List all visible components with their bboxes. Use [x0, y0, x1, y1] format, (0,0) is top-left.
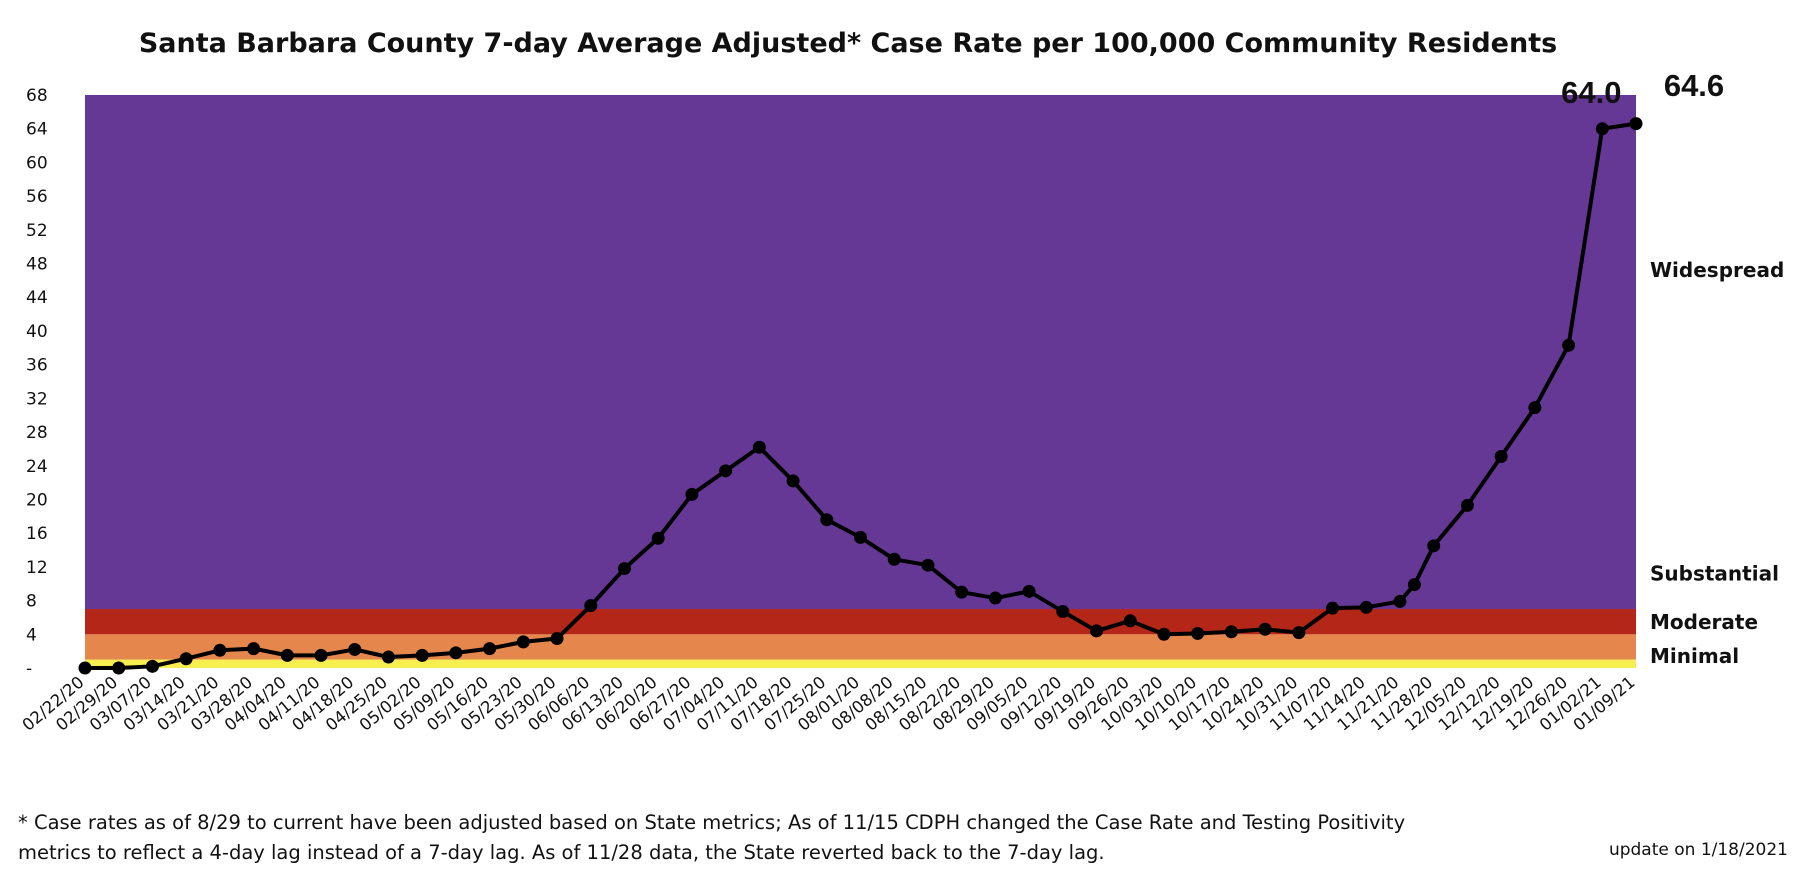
data-point — [584, 599, 598, 613]
data-point — [786, 474, 800, 488]
data-point — [1191, 626, 1205, 640]
tier-label-minimal: Minimal — [1650, 644, 1739, 668]
data-point — [449, 646, 463, 660]
data-point — [1494, 449, 1508, 463]
data-point — [1157, 627, 1171, 641]
value-annotation: 64.0 — [1561, 75, 1621, 110]
y-tick-label: 44 — [26, 288, 48, 308]
y-tick-label: 24 — [26, 457, 48, 477]
data-point — [988, 591, 1002, 605]
data-point — [854, 530, 867, 544]
data-point — [415, 648, 429, 662]
data-point — [1258, 622, 1272, 636]
data-point — [1427, 539, 1441, 553]
data-point — [1407, 578, 1421, 592]
data-point — [516, 635, 530, 649]
update-note: update on 1/18/2021 — [1608, 840, 1788, 860]
data-point — [1629, 117, 1643, 131]
data-point — [1393, 594, 1407, 608]
y-tick-label: 28 — [26, 423, 48, 443]
data-point — [719, 464, 733, 478]
value-annotation: 64.6 — [1664, 68, 1724, 103]
data-point — [617, 562, 631, 576]
data-point — [820, 513, 834, 527]
y-tick-label: 52 — [26, 221, 48, 241]
data-point — [1595, 122, 1609, 136]
data-point — [213, 643, 227, 657]
tier-label-widespread: Widespread — [1650, 258, 1784, 282]
data-point — [1090, 624, 1104, 638]
data-point — [1528, 401, 1542, 415]
y-tick-label: 60 — [26, 153, 48, 173]
tier-band-moderate — [85, 634, 1636, 660]
tier-label-moderate: Moderate — [1650, 610, 1758, 634]
tier-label-substantial: Substantial — [1650, 561, 1779, 585]
data-point — [887, 552, 901, 566]
data-point — [1326, 601, 1340, 615]
data-point — [483, 642, 497, 656]
data-point — [1292, 626, 1306, 640]
data-point — [685, 487, 699, 501]
y-tick-label: 12 — [26, 558, 48, 578]
y-tick-label: 16 — [26, 524, 48, 544]
data-point — [179, 652, 193, 666]
data-point — [1022, 584, 1036, 598]
data-point — [1123, 614, 1137, 628]
y-tick-label: 20 — [26, 490, 48, 510]
data-point — [145, 659, 159, 673]
data-point — [78, 661, 92, 675]
data-point — [1460, 498, 1474, 512]
y-tick-label: 8 — [26, 592, 37, 612]
data-point — [752, 440, 766, 454]
y-tick-label: 68 — [26, 86, 48, 106]
data-point — [1562, 338, 1576, 352]
data-point — [550, 632, 564, 646]
y-tick-label: 40 — [26, 322, 48, 342]
data-point — [921, 558, 935, 572]
tier-band-substantial — [85, 609, 1636, 635]
tier-band-widespread — [85, 95, 1636, 610]
footnote-line-1: * Case rates as of 8/29 to current have … — [18, 811, 1406, 834]
data-point — [1224, 625, 1238, 639]
tier-band-minimal — [85, 659, 1636, 668]
data-point — [247, 642, 261, 656]
data-point — [651, 531, 665, 545]
y-tick-label: 36 — [26, 356, 48, 376]
data-point — [314, 648, 328, 662]
data-point — [1056, 605, 1070, 619]
y-tick-label: 4 — [26, 625, 37, 645]
y-tick-label: - — [26, 659, 32, 679]
data-point — [381, 650, 395, 664]
footnote: * Case rates as of 8/29 to current have … — [18, 808, 1598, 868]
y-tick-label: 64 — [26, 120, 48, 140]
data-point — [1359, 600, 1373, 614]
data-point — [112, 661, 126, 675]
y-tick-label: 48 — [26, 255, 48, 275]
y-tick-label: 32 — [26, 389, 48, 409]
data-point — [280, 648, 294, 662]
data-point — [348, 642, 362, 656]
data-point — [955, 585, 969, 599]
y-tick-label: 56 — [26, 187, 48, 207]
footnote-line-2: metrics to reflect a 4-day lag instead o… — [18, 841, 1105, 864]
chart-title: Santa Barbara County 7-day Average Adjus… — [139, 28, 1557, 59]
